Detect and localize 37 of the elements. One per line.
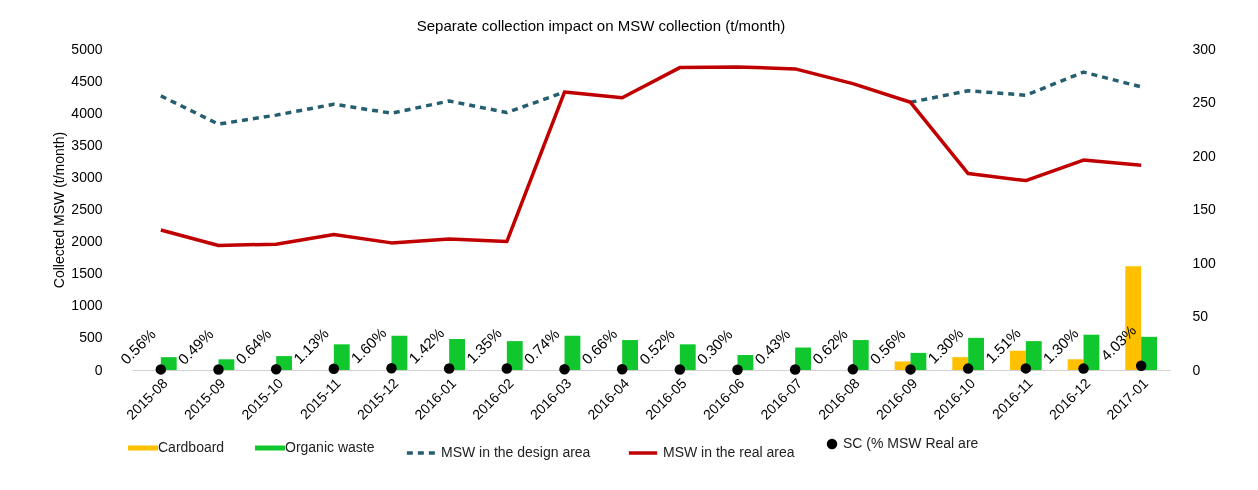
bar xyxy=(1141,336,1158,370)
y-tick-label: 3000 xyxy=(71,168,103,185)
y-tick-label: 5000 xyxy=(71,40,103,57)
line-series xyxy=(159,65,1143,248)
bar xyxy=(622,340,639,370)
y-tick-label: 1500 xyxy=(71,265,103,282)
bar xyxy=(449,338,466,370)
y2-tick-label: 50 xyxy=(1192,308,1209,324)
legend-label: SC (% MSW Real are xyxy=(843,435,979,451)
y-tick-label: 4500 xyxy=(71,72,103,89)
y-tick-label: 500 xyxy=(79,329,103,346)
y-axis-title: Collected MSW (t/month) xyxy=(51,131,68,289)
y2-tick-label: 100 xyxy=(1192,254,1217,271)
y-tick-label: 2500 xyxy=(71,201,103,217)
bar xyxy=(1025,341,1042,370)
y-tick-label: 3500 xyxy=(71,136,103,153)
y-tick-label: 1000 xyxy=(71,297,103,314)
bar xyxy=(968,337,985,370)
legend-label: MSW in the design area xyxy=(441,444,591,460)
bar xyxy=(333,344,350,370)
bar xyxy=(679,344,696,370)
bar xyxy=(506,341,523,370)
y2-tick-label: 200 xyxy=(1192,147,1217,164)
y-tick-label: 4000 xyxy=(71,104,103,121)
y-tick-label: 0 xyxy=(94,361,103,378)
bar xyxy=(564,335,581,370)
y2-tick-label: 150 xyxy=(1192,201,1217,217)
y-tick-label: 2000 xyxy=(71,233,103,250)
bar xyxy=(852,340,869,370)
bar xyxy=(795,347,812,370)
legend-label: Cardboard xyxy=(158,439,225,455)
y2-tick-label: 250 xyxy=(1192,94,1217,110)
y2-tick-label: 0 xyxy=(1192,361,1201,378)
legend-label: MSW in the real area xyxy=(663,444,795,460)
legend-label: Organic waste xyxy=(285,439,375,455)
chart-title: Separate collection impact on MSW collection (t/month) xyxy=(416,17,786,34)
y2-tick-label: 300 xyxy=(1192,40,1217,57)
